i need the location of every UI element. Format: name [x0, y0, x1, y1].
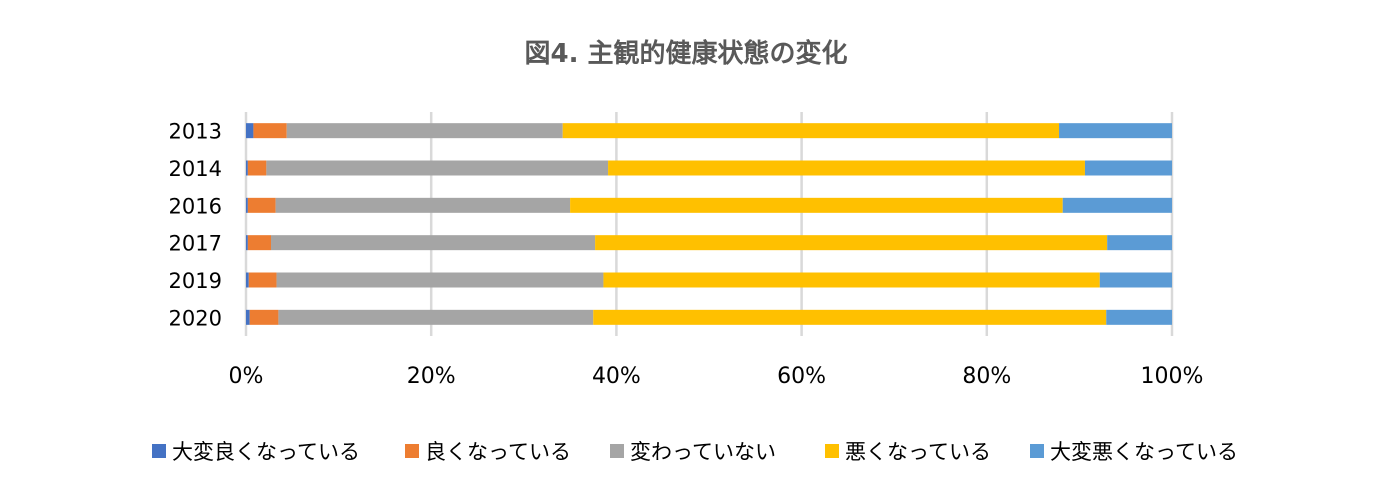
legend-label: 変わっていない — [630, 440, 776, 464]
bar-segment — [246, 160, 248, 176]
legend: 大変良くなっている 良くなっている 変わっていない 悪くなっている 大変悪くなっている — [152, 440, 1238, 464]
category-label: 2017 — [169, 232, 222, 256]
bar-segment — [1106, 309, 1172, 325]
bar-segment — [1084, 160, 1172, 176]
x-tick-label: 40% — [592, 364, 641, 389]
bar-segment — [246, 309, 250, 325]
bar-segment — [1062, 197, 1172, 213]
category-label: 2020 — [169, 306, 222, 330]
legend-label: 大変良くなっている — [172, 440, 360, 464]
bar-segment — [595, 235, 1108, 251]
bar-segment — [249, 309, 279, 325]
gridlines — [244, 112, 1174, 336]
category-label: 2013 — [169, 120, 222, 144]
bar-segment — [246, 235, 248, 251]
x-tick-label: 80% — [962, 364, 1011, 389]
chart-title: 図4. 主観的健康状態の変化 — [524, 38, 847, 69]
x-tick-label: 60% — [777, 364, 826, 389]
category-label: 2019 — [169, 269, 222, 293]
bar-segment — [286, 123, 563, 139]
category-label: 2014 — [169, 157, 222, 181]
bar-segment — [570, 197, 1063, 213]
bar-segment — [562, 123, 1060, 139]
bar-segment — [608, 160, 1085, 176]
bars — [246, 123, 1172, 325]
bar-segment — [246, 123, 254, 139]
bar-segment — [1059, 123, 1172, 139]
category-labels: 2013 2014 2016 2017 2019 2020 — [169, 120, 222, 331]
legend-swatch — [1030, 444, 1044, 458]
bar-segment — [248, 272, 277, 288]
x-tick-label: 0% — [229, 364, 264, 389]
bar-segment — [1099, 272, 1172, 288]
bar-segment — [275, 197, 571, 213]
bar-segment — [246, 272, 249, 288]
bar-segment — [276, 272, 604, 288]
legend-label: 良くなっている — [425, 440, 571, 464]
legend-swatch — [152, 444, 166, 458]
bar-segment — [603, 272, 1100, 288]
bar-segment — [271, 235, 596, 251]
legend-label: 悪くなっている — [845, 440, 991, 464]
x-axis-tick-labels: 0% 20% 40% 60% 80% 100% — [229, 364, 1204, 389]
bar-segment — [247, 160, 267, 176]
legend-swatch — [825, 444, 839, 458]
bar-segment — [593, 309, 1107, 325]
category-label: 2016 — [169, 194, 222, 218]
bar-segment — [266, 160, 609, 176]
bar-segment — [247, 235, 272, 251]
legend-label: 大変悪くなっている — [1050, 440, 1238, 464]
bar-segment — [247, 197, 276, 213]
legend-swatch — [405, 444, 419, 458]
x-tick-label: 100% — [1141, 364, 1204, 389]
bar-segment — [1107, 235, 1172, 251]
x-tick-label: 20% — [407, 364, 456, 389]
bar-segment — [278, 309, 594, 325]
bar-segment — [253, 123, 287, 139]
legend-swatch — [610, 444, 624, 458]
bar-segment — [246, 197, 248, 213]
